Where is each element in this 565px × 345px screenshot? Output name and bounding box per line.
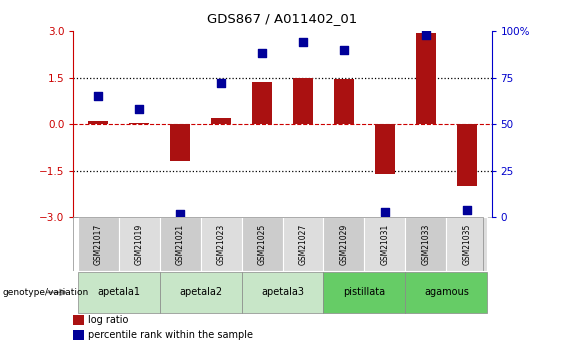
Text: apetala2: apetala2: [179, 287, 222, 297]
Text: GDS867 / A011402_01: GDS867 / A011402_01: [207, 12, 358, 25]
Bar: [457, 124, 477, 186]
Bar: [159, 272, 241, 313]
Bar: [88, 121, 108, 124]
Bar: [77, 217, 119, 271]
Bar: [334, 79, 354, 124]
Bar: [324, 217, 364, 271]
Text: pistillata: pistillata: [344, 287, 385, 297]
Text: percentile rank within the sample: percentile rank within the sample: [88, 330, 253, 340]
Point: [216, 80, 225, 86]
Point: [421, 32, 431, 38]
Point: [380, 209, 389, 215]
Text: GSM21035: GSM21035: [463, 224, 471, 265]
Bar: [159, 217, 201, 271]
Bar: [201, 217, 241, 271]
Text: apetala3: apetala3: [261, 287, 304, 297]
Point: [134, 107, 144, 112]
Point: [298, 39, 307, 45]
Point: [340, 47, 349, 52]
Bar: [406, 217, 446, 271]
Bar: [375, 124, 396, 174]
Point: [94, 93, 103, 99]
Bar: [364, 217, 406, 271]
Bar: [241, 217, 282, 271]
Text: GSM21031: GSM21031: [380, 224, 389, 265]
Bar: [446, 217, 488, 271]
Bar: [170, 124, 190, 161]
Bar: [211, 118, 231, 124]
Text: GSM21033: GSM21033: [421, 224, 431, 265]
Bar: [293, 78, 313, 124]
Text: genotype/variation: genotype/variation: [3, 288, 89, 297]
Text: GSM21029: GSM21029: [340, 224, 349, 265]
Bar: [119, 217, 159, 271]
Bar: [241, 272, 324, 313]
Text: apetala1: apetala1: [97, 287, 140, 297]
Point: [176, 211, 185, 216]
Bar: [282, 217, 324, 271]
Bar: [77, 272, 159, 313]
Point: [462, 207, 471, 213]
Bar: [73, 330, 84, 340]
Text: GSM21021: GSM21021: [176, 224, 185, 265]
Text: GSM21027: GSM21027: [298, 224, 307, 265]
Bar: [406, 272, 488, 313]
Point: [258, 51, 267, 56]
Text: GSM21019: GSM21019: [134, 224, 144, 265]
Text: GSM21023: GSM21023: [216, 224, 225, 265]
Bar: [252, 82, 272, 124]
Text: agamous: agamous: [424, 287, 469, 297]
Text: log ratio: log ratio: [88, 315, 128, 325]
Bar: [416, 32, 436, 124]
Bar: [73, 315, 84, 325]
Bar: [324, 272, 406, 313]
Text: GSM21017: GSM21017: [94, 224, 102, 265]
Bar: [129, 122, 149, 124]
Text: GSM21025: GSM21025: [258, 224, 267, 265]
